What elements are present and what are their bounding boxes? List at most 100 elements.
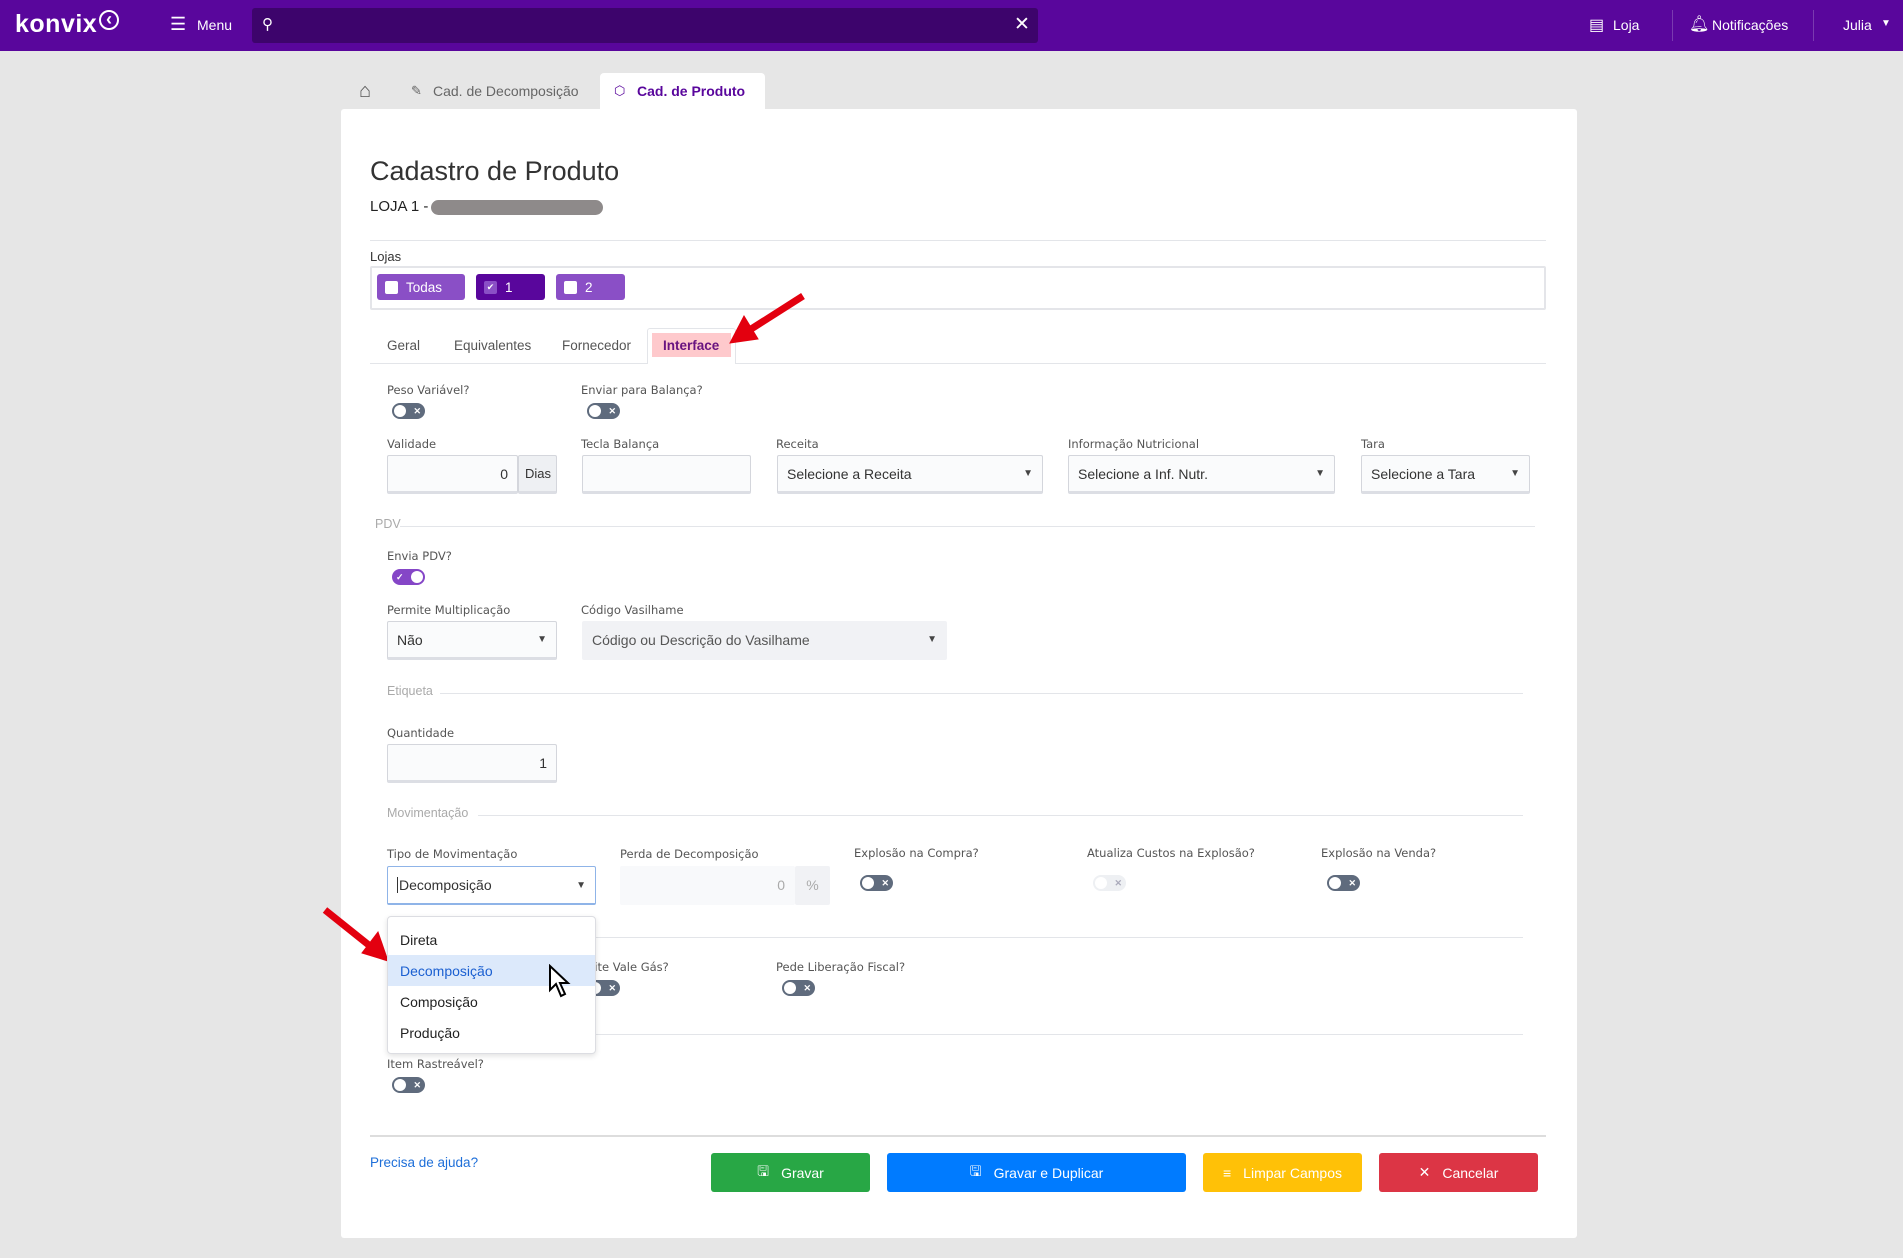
- atualiza-custos-toggle[interactable]: ✕: [1093, 875, 1126, 891]
- receita-select[interactable]: Selecione a Receita ▼: [777, 455, 1043, 494]
- konvix-logo[interactable]: konvix ‹: [15, 10, 120, 39]
- divider: [387, 937, 1523, 938]
- save-button[interactable]: 🖫 Gravar: [711, 1153, 870, 1192]
- tab-fornecedor[interactable]: Fornecedor: [562, 338, 632, 353]
- clear-search-icon[interactable]: ✕: [1014, 14, 1030, 35]
- clear-fields-button[interactable]: ≡ Limpar Campos: [1203, 1153, 1362, 1192]
- atualiza-custos-label: Atualiza Custos na Explosão?: [1087, 846, 1255, 860]
- tipo-movimentacao-select[interactable]: Decomposição ▼: [387, 866, 596, 905]
- divider: [1672, 10, 1673, 41]
- lojas-label: Lojas: [370, 249, 402, 264]
- permite-multiplicacao-select[interactable]: Não ▼: [387, 621, 557, 660]
- tipo-movimentacao-label: Tipo de Movimentação: [387, 847, 518, 861]
- box-icon: ⬡: [614, 83, 626, 98]
- pede-liberacao-fiscal-label: Pede Liberação Fiscal?: [776, 960, 906, 974]
- eraser-icon: ≡: [1223, 1164, 1232, 1181]
- perda-decomposicao-label: Perda de Decomposição: [620, 847, 759, 861]
- explosao-venda-toggle[interactable]: ✕: [1327, 875, 1360, 891]
- save-duplicate-button[interactable]: 🖫 Gravar e Duplicar: [887, 1153, 1186, 1192]
- tabs-underline: [370, 363, 1546, 364]
- page-title: Cadastro de Produto: [370, 156, 620, 186]
- enviar-balanca-label: Enviar para Balança?: [581, 383, 703, 397]
- store-button[interactable]: Loja: [1613, 17, 1640, 33]
- help-link[interactable]: Precisa de ajuda?: [370, 1155, 479, 1170]
- divider: [387, 1034, 1523, 1035]
- tecla-balanca-label: Tecla Balança: [581, 437, 660, 451]
- quantidade-input[interactable]: 1: [387, 744, 557, 783]
- checkbox[interactable]: [564, 280, 577, 294]
- cancel-button[interactable]: ✕ Cancelar: [1379, 1153, 1538, 1192]
- option-producao[interactable]: Produção: [400, 1024, 460, 1041]
- tab-cad-produto[interactable]: ⬡ Cad. de Produto: [600, 73, 765, 113]
- divider: [370, 240, 1546, 241]
- red-arrow-icon: [729, 293, 805, 344]
- chevron-down-icon[interactable]: ▼: [1881, 18, 1891, 29]
- perda-addon: %: [795, 866, 830, 905]
- receita-label: Receita: [776, 437, 819, 451]
- option-direta[interactable]: Direta: [400, 931, 438, 948]
- envia-pdv-toggle[interactable]: ✓: [392, 569, 425, 585]
- search-icon: ⚲: [262, 16, 273, 33]
- codigo-vasilhame-label: Código Vasilhame: [581, 603, 684, 617]
- menu-button[interactable]: Menu: [197, 17, 233, 33]
- explosao-compra-toggle[interactable]: ✕: [860, 875, 893, 891]
- mouse-cursor-icon: [549, 964, 571, 998]
- store-chip-todas[interactable]: Todas: [377, 274, 465, 300]
- chevron-down-icon: ▼: [537, 634, 547, 645]
- tab-cad-decomposicao[interactable]: Cad. de Decomposição: [433, 83, 579, 99]
- tab-equivalentes[interactable]: Equivalentes: [454, 338, 532, 353]
- divider: [370, 1135, 1546, 1137]
- close-icon: ✕: [1418, 1164, 1431, 1180]
- explosao-venda-label: Explosão na Venda?: [1321, 846, 1437, 860]
- validade-addon: Dias: [518, 455, 557, 494]
- inf-nutricional-label: Informação Nutricional: [1068, 437, 1200, 451]
- divider: [1813, 10, 1814, 41]
- redacted-store-name: [431, 200, 603, 215]
- section-movimentacao: Movimentação: [387, 806, 469, 820]
- perda-decomposicao-input[interactable]: 0: [620, 866, 795, 905]
- section-etiqueta: Etiqueta: [387, 684, 433, 698]
- tara-label: Tara: [1361, 437, 1385, 451]
- divider: [478, 815, 1523, 816]
- peso-variavel-toggle[interactable]: ✕: [392, 403, 425, 419]
- home-icon[interactable]: ⌂: [359, 80, 372, 102]
- permite-multiplicacao-label: Permite Multiplicação: [387, 603, 511, 617]
- option-composicao[interactable]: Composição: [400, 993, 478, 1010]
- inf-nutricional-select[interactable]: Selecione a Inf. Nutr. ▼: [1068, 455, 1335, 494]
- chevron-down-icon: ▼: [576, 879, 586, 891]
- checkbox-checked[interactable]: ✔: [484, 280, 497, 294]
- divider: [440, 693, 1523, 694]
- store-icon: ▤: [1589, 17, 1605, 34]
- menu-icon[interactable]: ☰: [170, 14, 187, 34]
- store-chip-2[interactable]: 2: [556, 274, 625, 300]
- codigo-vasilhame-select[interactable]: Código ou Descrição do Vasilhame ▼: [582, 621, 947, 660]
- red-arrow-icon: [322, 907, 389, 962]
- chevron-down-icon: ▼: [1023, 468, 1033, 479]
- checkbox[interactable]: [385, 280, 398, 294]
- chevron-down-icon: ▼: [1510, 468, 1520, 479]
- validade-input[interactable]: 0: [387, 455, 518, 494]
- notifications-button[interactable]: Notificações: [1712, 17, 1789, 33]
- validade-label: Validade: [387, 437, 437, 451]
- store-chip-1[interactable]: ✔ 1: [476, 274, 545, 300]
- top-bar: konvix ‹ ☰ Menu ⚲ ✕ ▤ Loja 🔔︎ Notificaçõe…: [0, 0, 1903, 51]
- tab-geral[interactable]: Geral: [387, 338, 421, 353]
- chevron-down-icon: ▼: [1315, 468, 1325, 479]
- floppy-disk-icon: 🖫: [757, 1162, 770, 1179]
- item-rastreavel-toggle[interactable]: ✕: [392, 1077, 425, 1093]
- lojas-box: [370, 266, 1546, 310]
- chevron-down-icon: ▼: [927, 634, 937, 645]
- pencil-icon: ✎: [411, 83, 422, 98]
- quantidade-label: Quantidade: [387, 726, 455, 740]
- search-input[interactable]: ⚲ ✕: [252, 8, 1038, 43]
- item-rastreavel-label: Item Rastreável?: [387, 1057, 484, 1071]
- pede-liberacao-fiscal-toggle[interactable]: ✕: [782, 980, 815, 996]
- tab-interface[interactable]: Interface: [647, 328, 736, 364]
- floppy-disk-icon: 🖫: [969, 1162, 982, 1179]
- enviar-balanca-toggle[interactable]: ✕: [587, 403, 620, 419]
- tecla-balanca-input[interactable]: [582, 455, 751, 494]
- section-pdv: PDV: [375, 517, 401, 531]
- tara-select[interactable]: Selecione a Tara ▼: [1361, 455, 1530, 494]
- user-menu[interactable]: Julia: [1843, 17, 1872, 33]
